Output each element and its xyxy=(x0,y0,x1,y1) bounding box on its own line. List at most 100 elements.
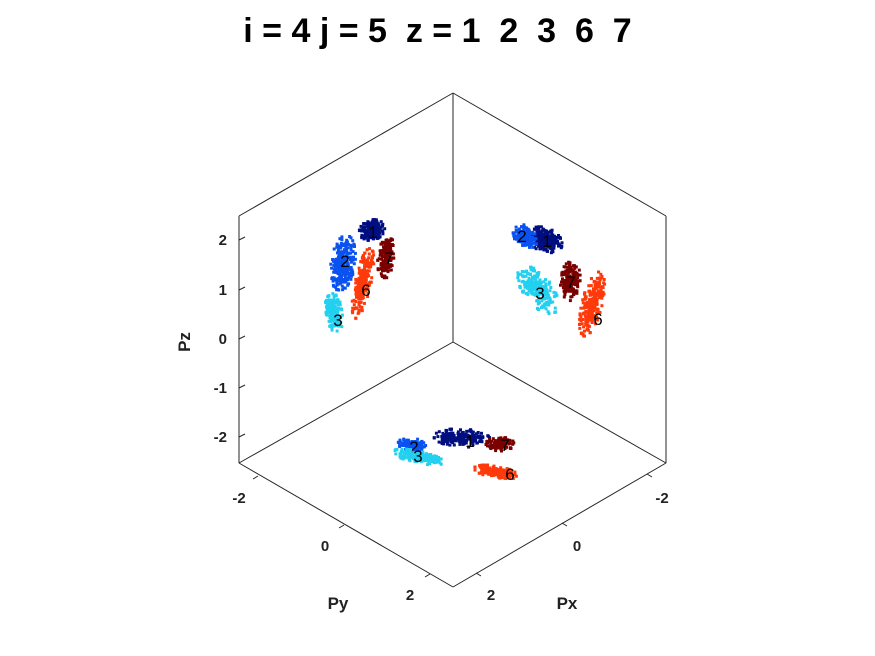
data-point xyxy=(410,443,414,447)
data-point xyxy=(370,276,374,280)
data-point xyxy=(536,299,540,303)
data-point xyxy=(579,332,583,335)
data-point xyxy=(367,228,370,232)
data-point xyxy=(359,300,363,304)
data-point xyxy=(361,260,365,264)
data-point xyxy=(339,279,343,282)
data-point xyxy=(434,455,438,458)
data-point xyxy=(590,318,594,322)
data-point xyxy=(341,253,345,257)
data-point xyxy=(583,291,587,295)
data-point xyxy=(354,277,358,281)
data-point xyxy=(544,242,548,246)
data-point xyxy=(586,305,590,309)
data-point xyxy=(327,294,331,298)
data-point xyxy=(488,469,491,473)
data-point xyxy=(354,300,358,303)
data-point xyxy=(541,243,545,247)
data-point xyxy=(415,459,419,463)
data-point xyxy=(377,231,381,235)
data-point xyxy=(385,242,389,246)
data-point xyxy=(332,295,336,298)
data-point xyxy=(532,291,536,295)
data-point xyxy=(380,253,384,257)
data-point xyxy=(358,269,362,273)
cluster-2-points xyxy=(511,223,538,249)
data-point xyxy=(531,236,535,240)
data-point xyxy=(489,447,493,450)
data-point xyxy=(570,276,573,280)
data-point xyxy=(549,300,553,304)
data-point xyxy=(522,231,526,235)
data-point xyxy=(357,229,361,233)
data-point xyxy=(335,283,339,287)
data-point xyxy=(391,252,395,256)
data-point xyxy=(491,467,495,471)
data-point xyxy=(362,275,366,279)
data-point xyxy=(582,325,586,329)
z-tick-label: 0 xyxy=(219,331,227,348)
y-axis-label: Py xyxy=(328,594,349,613)
data-point xyxy=(359,275,363,278)
cluster-3-points xyxy=(324,292,344,333)
data-point xyxy=(481,463,485,467)
data-point xyxy=(579,315,583,319)
data-point xyxy=(533,232,537,236)
data-point xyxy=(534,280,538,284)
data-point xyxy=(568,299,572,303)
data-point xyxy=(355,295,358,299)
data-point xyxy=(398,452,402,456)
data-point xyxy=(474,435,478,439)
data-point xyxy=(491,446,495,450)
data-point xyxy=(356,311,360,315)
cluster-label: 1 xyxy=(542,232,551,251)
data-point xyxy=(355,291,359,295)
data-point xyxy=(381,232,385,236)
data-point xyxy=(346,242,350,246)
data-point xyxy=(431,458,435,462)
data-point xyxy=(587,284,591,288)
data-point xyxy=(461,442,465,446)
data-point xyxy=(528,272,532,276)
data-point xyxy=(340,262,344,266)
data-point xyxy=(437,456,440,459)
data-point xyxy=(506,476,510,480)
data-point xyxy=(366,263,370,267)
data-point xyxy=(357,308,361,312)
data-point xyxy=(440,441,444,445)
data-point xyxy=(542,280,546,284)
data-point xyxy=(562,295,566,299)
data-point xyxy=(408,456,412,460)
data-point xyxy=(492,444,496,448)
data-point xyxy=(391,244,395,247)
data-point xyxy=(371,260,375,264)
data-point xyxy=(548,280,551,284)
data-point xyxy=(371,218,375,222)
data-point xyxy=(515,237,518,241)
data-point xyxy=(445,429,449,433)
data-point xyxy=(351,239,355,243)
data-point xyxy=(546,238,550,241)
data-point xyxy=(551,239,555,243)
data-point xyxy=(335,329,339,333)
data-point xyxy=(333,301,337,305)
data-point xyxy=(487,439,491,443)
data-point xyxy=(390,250,394,254)
data-point xyxy=(429,453,433,456)
data-point xyxy=(384,257,387,261)
data-point xyxy=(379,242,383,246)
data-point xyxy=(595,311,599,315)
data-point xyxy=(548,296,552,300)
data-point xyxy=(493,471,497,475)
data-point xyxy=(548,289,552,293)
data-point xyxy=(534,247,538,251)
data-point xyxy=(536,294,540,298)
data-point xyxy=(503,470,507,474)
data-point xyxy=(367,256,371,260)
data-point xyxy=(357,266,361,270)
data-point xyxy=(330,328,334,332)
data-point xyxy=(357,297,361,301)
data-point xyxy=(583,295,587,299)
data-point xyxy=(550,235,553,239)
data-point xyxy=(409,453,412,456)
